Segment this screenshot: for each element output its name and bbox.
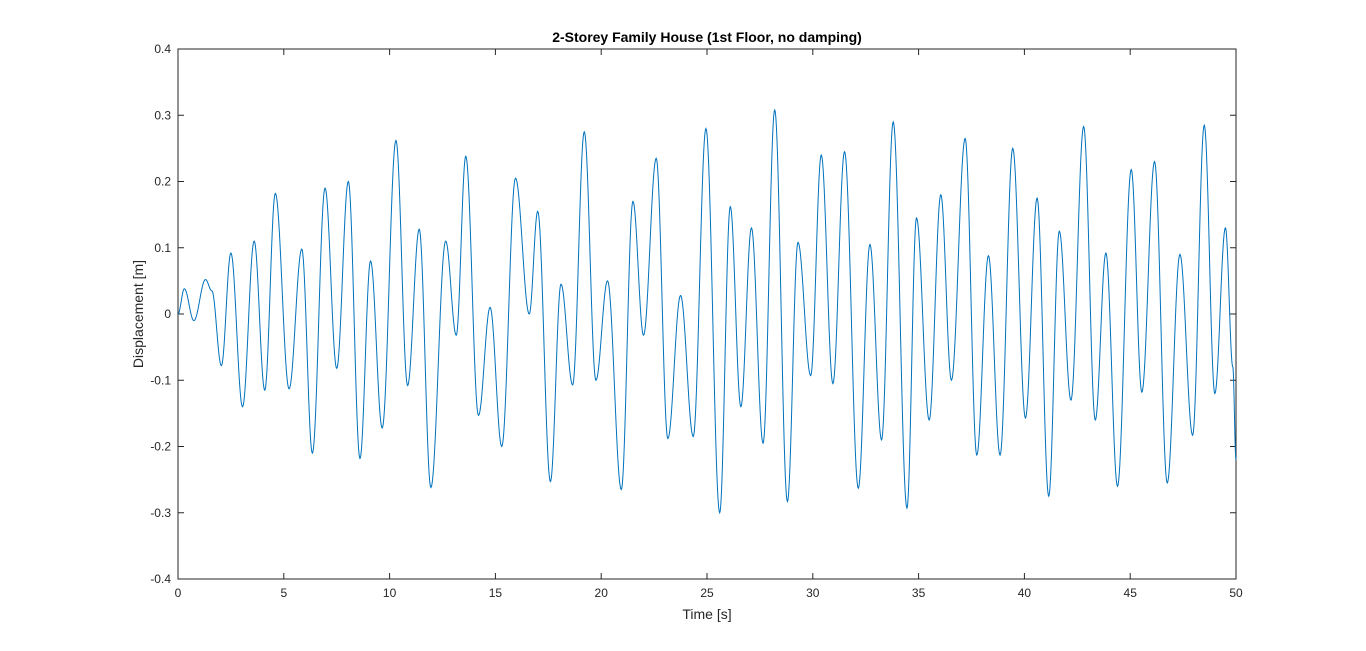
x-tick-label: 15 xyxy=(489,586,503,600)
ticks xyxy=(177,48,1237,580)
y-tick-label: 0.4 xyxy=(154,42,171,56)
x-tick-label: 10 xyxy=(383,586,397,600)
x-tick-label: 40 xyxy=(1018,586,1032,600)
tick-labels: 0 5 10 15 20 25 30 35 40 45 50 -0.4 -0.3 -0.2 -0.1 0 0.1… xyxy=(150,42,1243,600)
x-tick-label: 45 xyxy=(1124,586,1138,600)
x-tick-label: 20 xyxy=(595,586,609,600)
y-tick-label: 0.2 xyxy=(154,175,171,189)
y-tick-label: 0.3 xyxy=(154,108,171,122)
x-tick-label: 35 xyxy=(912,586,926,600)
y-tick-label: -0.2 xyxy=(150,440,171,454)
x-tick-label: 5 xyxy=(280,586,287,600)
y-tick-label: -0.1 xyxy=(150,373,171,387)
x-tick-label: 25 xyxy=(700,586,714,600)
x-tick-label: 50 xyxy=(1229,586,1243,600)
x-axis-label: Time [s] xyxy=(682,606,731,622)
y-tick-label: 0.1 xyxy=(154,241,171,255)
axes-frame xyxy=(177,48,1237,580)
x-tick-label: 30 xyxy=(806,586,820,600)
y-tick-label: -0.4 xyxy=(150,572,171,586)
displacement-series-line xyxy=(177,108,1237,515)
chart-title: 2-Storey Family House (1st Floor, no dam… xyxy=(552,29,862,45)
y-axis-label: Displacement [m] xyxy=(130,260,146,368)
x-tick-label: 0 xyxy=(175,586,182,600)
y-tick-label: 0 xyxy=(164,307,171,321)
y-tick-label: -0.3 xyxy=(150,506,171,520)
